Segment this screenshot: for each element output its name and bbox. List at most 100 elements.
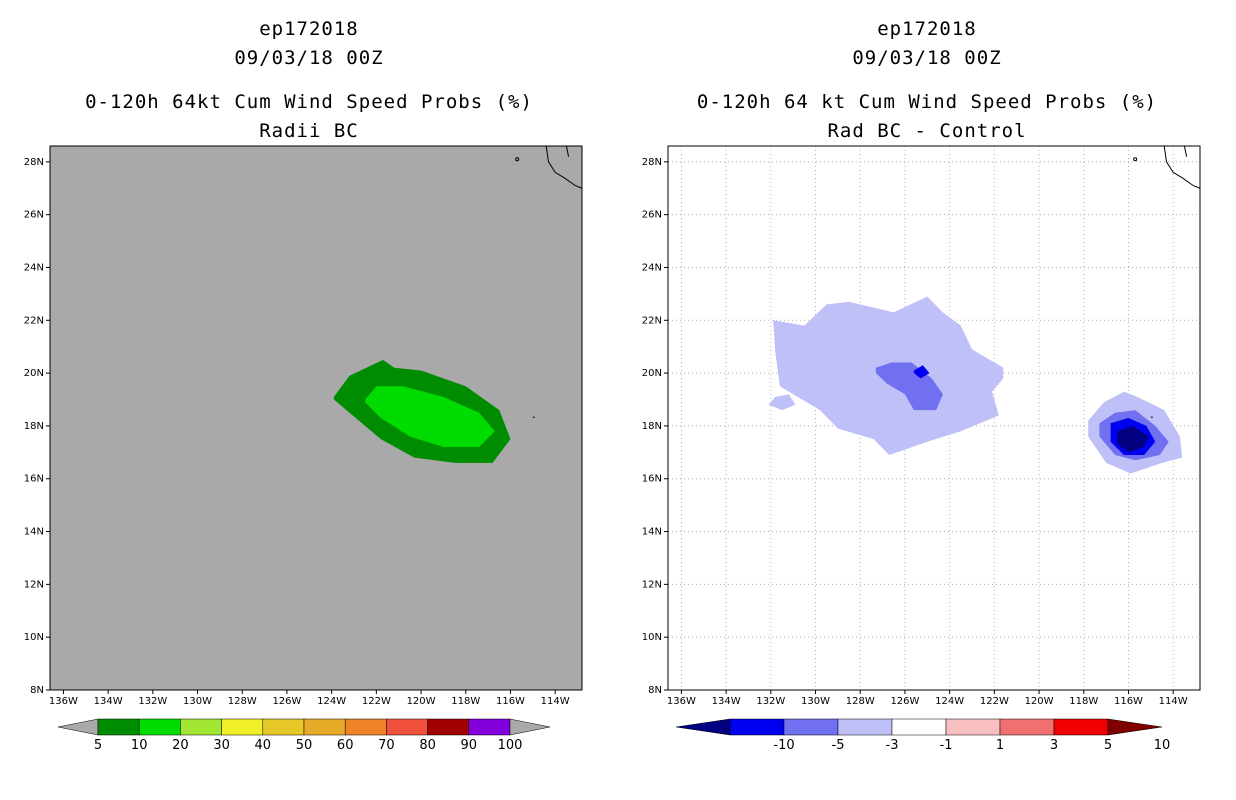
left-chart-subtitle: Radii BC [259, 120, 359, 142]
y-tick-label: 18N [642, 421, 662, 432]
colorbar-label: 1 [996, 738, 1004, 753]
colorbar-label: -1 [940, 738, 953, 753]
coastline-segment [565, 146, 570, 157]
colorbar-label: 10 [1154, 738, 1171, 753]
y-tick-label: 10N [24, 632, 44, 643]
left-valid-time: 09/03/18 00Z [234, 47, 384, 69]
colorbar-segment [386, 718, 428, 736]
colorbar-arrow-right [509, 718, 551, 736]
contour-region [365, 386, 495, 447]
y-tick-label: 28N [24, 157, 44, 168]
colorbar-arrow-right [1107, 718, 1163, 736]
x-tick-label: 132W [756, 696, 785, 707]
x-tick-label: 130W [183, 696, 212, 707]
x-tick-label: 136W [667, 696, 696, 707]
colorbar-arrow-left [57, 718, 99, 736]
colorbar-segment [1053, 718, 1109, 736]
y-tick-label: 8N [648, 685, 662, 696]
y-tick-label: 10N [642, 632, 662, 643]
y-tick-label: 22N [642, 315, 662, 326]
contour-regions [333, 359, 511, 463]
y-tick-label: 14N [24, 527, 44, 538]
x-tick-label: 124W [935, 696, 964, 707]
left-chart-title: 0-120h 64kt Cum Wind Speed Probs (%) [85, 91, 533, 113]
colorbar-arrow-left [675, 718, 731, 736]
x-tick-label: 120W [1025, 696, 1054, 707]
y-tick-label: 18N [24, 421, 44, 432]
colorbar-segment [945, 718, 1001, 736]
x-tick-label: 118W [451, 696, 480, 707]
y-tick-label: 28N [642, 157, 662, 168]
colorbar-label: 3 [1050, 738, 1058, 753]
plot-frame [667, 145, 1201, 691]
contour-region [768, 394, 796, 411]
colorbar-label: 20 [172, 738, 189, 753]
colorbar-segment [262, 718, 305, 736]
coastline-segment [545, 146, 582, 189]
coastline [515, 146, 582, 189]
island-marker [532, 416, 535, 418]
colorbar-label: 5 [1104, 738, 1112, 753]
axis-ticks [664, 161, 1174, 694]
colorbar-label: 60 [337, 738, 354, 753]
x-tick-label: 114W [1159, 696, 1188, 707]
colorbar-label: -3 [886, 738, 899, 753]
left-storm-id: ep172018 [259, 18, 359, 40]
y-tick-label: 26N [642, 210, 662, 221]
colorbar-segment [303, 718, 346, 736]
colorbar: 5 10 20 30 40 50 60 70 80 90 100 [57, 718, 551, 753]
colorbar-label: 5 [94, 738, 102, 753]
right-panel: ep172018 09/03/18 00Z 0-120h 64 kt Cum W… [618, 0, 1236, 800]
axis-ticks [46, 161, 556, 694]
y-tick-label: 24N [642, 262, 662, 273]
x-tick-label: 126W [890, 696, 919, 707]
x-tick-label: 128W [228, 696, 257, 707]
colorbar-label: 70 [378, 738, 395, 753]
colorbar-label: 90 [461, 738, 478, 753]
coastline-segment [1163, 146, 1200, 189]
island-marker [1150, 416, 1153, 418]
contour-region [1117, 425, 1149, 453]
x-tick-label: 134W [712, 696, 741, 707]
colorbar-segment [468, 718, 511, 736]
colorbar-segment [999, 718, 1055, 736]
colorbar-label: -10 [773, 738, 794, 753]
colorbar-segment [783, 718, 839, 736]
colorbar-segment [344, 718, 387, 736]
y-tick-label: 22N [24, 315, 44, 326]
y-tick-label: 8N [30, 685, 44, 696]
colorbar: -10 -5 -3 -1 1 3 5 10 [675, 718, 1171, 753]
right-storm-id: ep172018 [877, 18, 977, 40]
colorbar-label: 100 [498, 738, 523, 753]
colorbar-label: 30 [213, 738, 230, 753]
x-tick-label: 124W [317, 696, 346, 707]
y-tick-label: 20N [24, 368, 44, 379]
y-tick-label: 16N [24, 474, 44, 485]
right-valid-time: 09/03/18 00Z [852, 47, 1002, 69]
coastline [1133, 146, 1200, 189]
colorbar-label: -5 [832, 738, 845, 753]
x-tick-label: 116W [496, 696, 525, 707]
y-tick-label: 20N [642, 368, 662, 379]
contour-region [913, 365, 930, 379]
x-tick-label: 114W [541, 696, 570, 707]
y-tick-label: 26N [24, 210, 44, 221]
x-tick-label: 128W [846, 696, 875, 707]
right-difference-map: 136W 134W 132W 130W 128W 126W 124W 122W 120W 118W… [642, 145, 1201, 753]
left-panel: ep172018 09/03/18 00Z 0-120h 64kt Cum Wi… [24, 18, 583, 753]
contour-regions [768, 296, 1183, 474]
colorbar-label: 40 [255, 738, 272, 753]
x-tick-label: 134W [94, 696, 123, 707]
colorbar-segment [837, 718, 893, 736]
island-marker [1133, 157, 1138, 162]
x-tick-label: 120W [407, 696, 436, 707]
colorbar-segment [180, 718, 222, 736]
colorbar-segment [221, 718, 264, 736]
colorbar-segment [138, 718, 181, 736]
right-chart-title: 0-120h 64 kt Cum Wind Speed Probs (%) [696, 91, 1158, 113]
island-marker [515, 157, 520, 162]
colorbar-label: 10 [131, 738, 148, 753]
x-tick-label: 130W [801, 696, 830, 707]
x-tick-label: 132W [138, 696, 167, 707]
x-tick-label: 126W [272, 696, 301, 707]
